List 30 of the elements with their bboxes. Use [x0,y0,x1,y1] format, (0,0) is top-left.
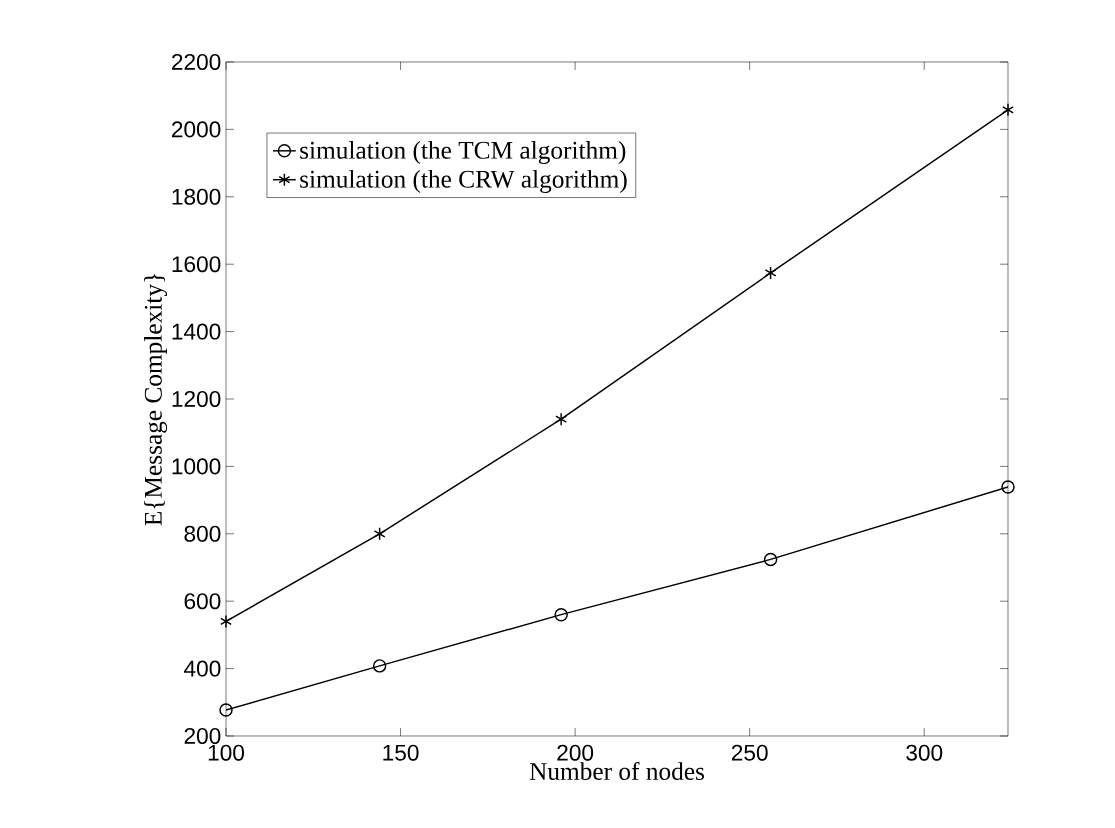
y-tick-label: 200 [184,727,221,745]
point [219,703,233,717]
y-tick-label: 800 [184,525,221,542]
x-tick-label: 250 [731,744,768,761]
point [763,552,778,567]
x-axis-title: Number of nodes [529,761,705,780]
y-tick-label: 1000 [172,458,221,475]
y-tick-label: 2000 [172,121,221,138]
y-tick-label: 400 [184,660,221,677]
x-tick-label: 150 [383,744,419,761]
x-tick-label: 200 [557,744,594,761]
x-tick-label: 300 [906,744,943,761]
y-tick-label: 1800 [172,188,221,205]
point [1002,103,1014,117]
point [764,266,777,280]
point [554,607,568,622]
point [372,659,387,673]
y-tick-label: 1200 [172,390,221,408]
point [555,412,568,426]
legend-label: simulation (the TCM algorithm) [300,141,626,165]
y-tick-label: 600 [184,593,221,610]
y-tick-label: 1400 [172,323,221,340]
point [1001,480,1015,494]
legend-label: simulation (the CRW algorithm) [300,169,627,193]
y-tick-label: 1600 [172,256,221,273]
y-axis-title: E{Message Complexity} [144,274,168,526]
point [220,614,232,629]
point [373,527,386,541]
y-tick-label: 2200 [172,53,221,71]
x-tick-label: 100 [208,744,245,761]
